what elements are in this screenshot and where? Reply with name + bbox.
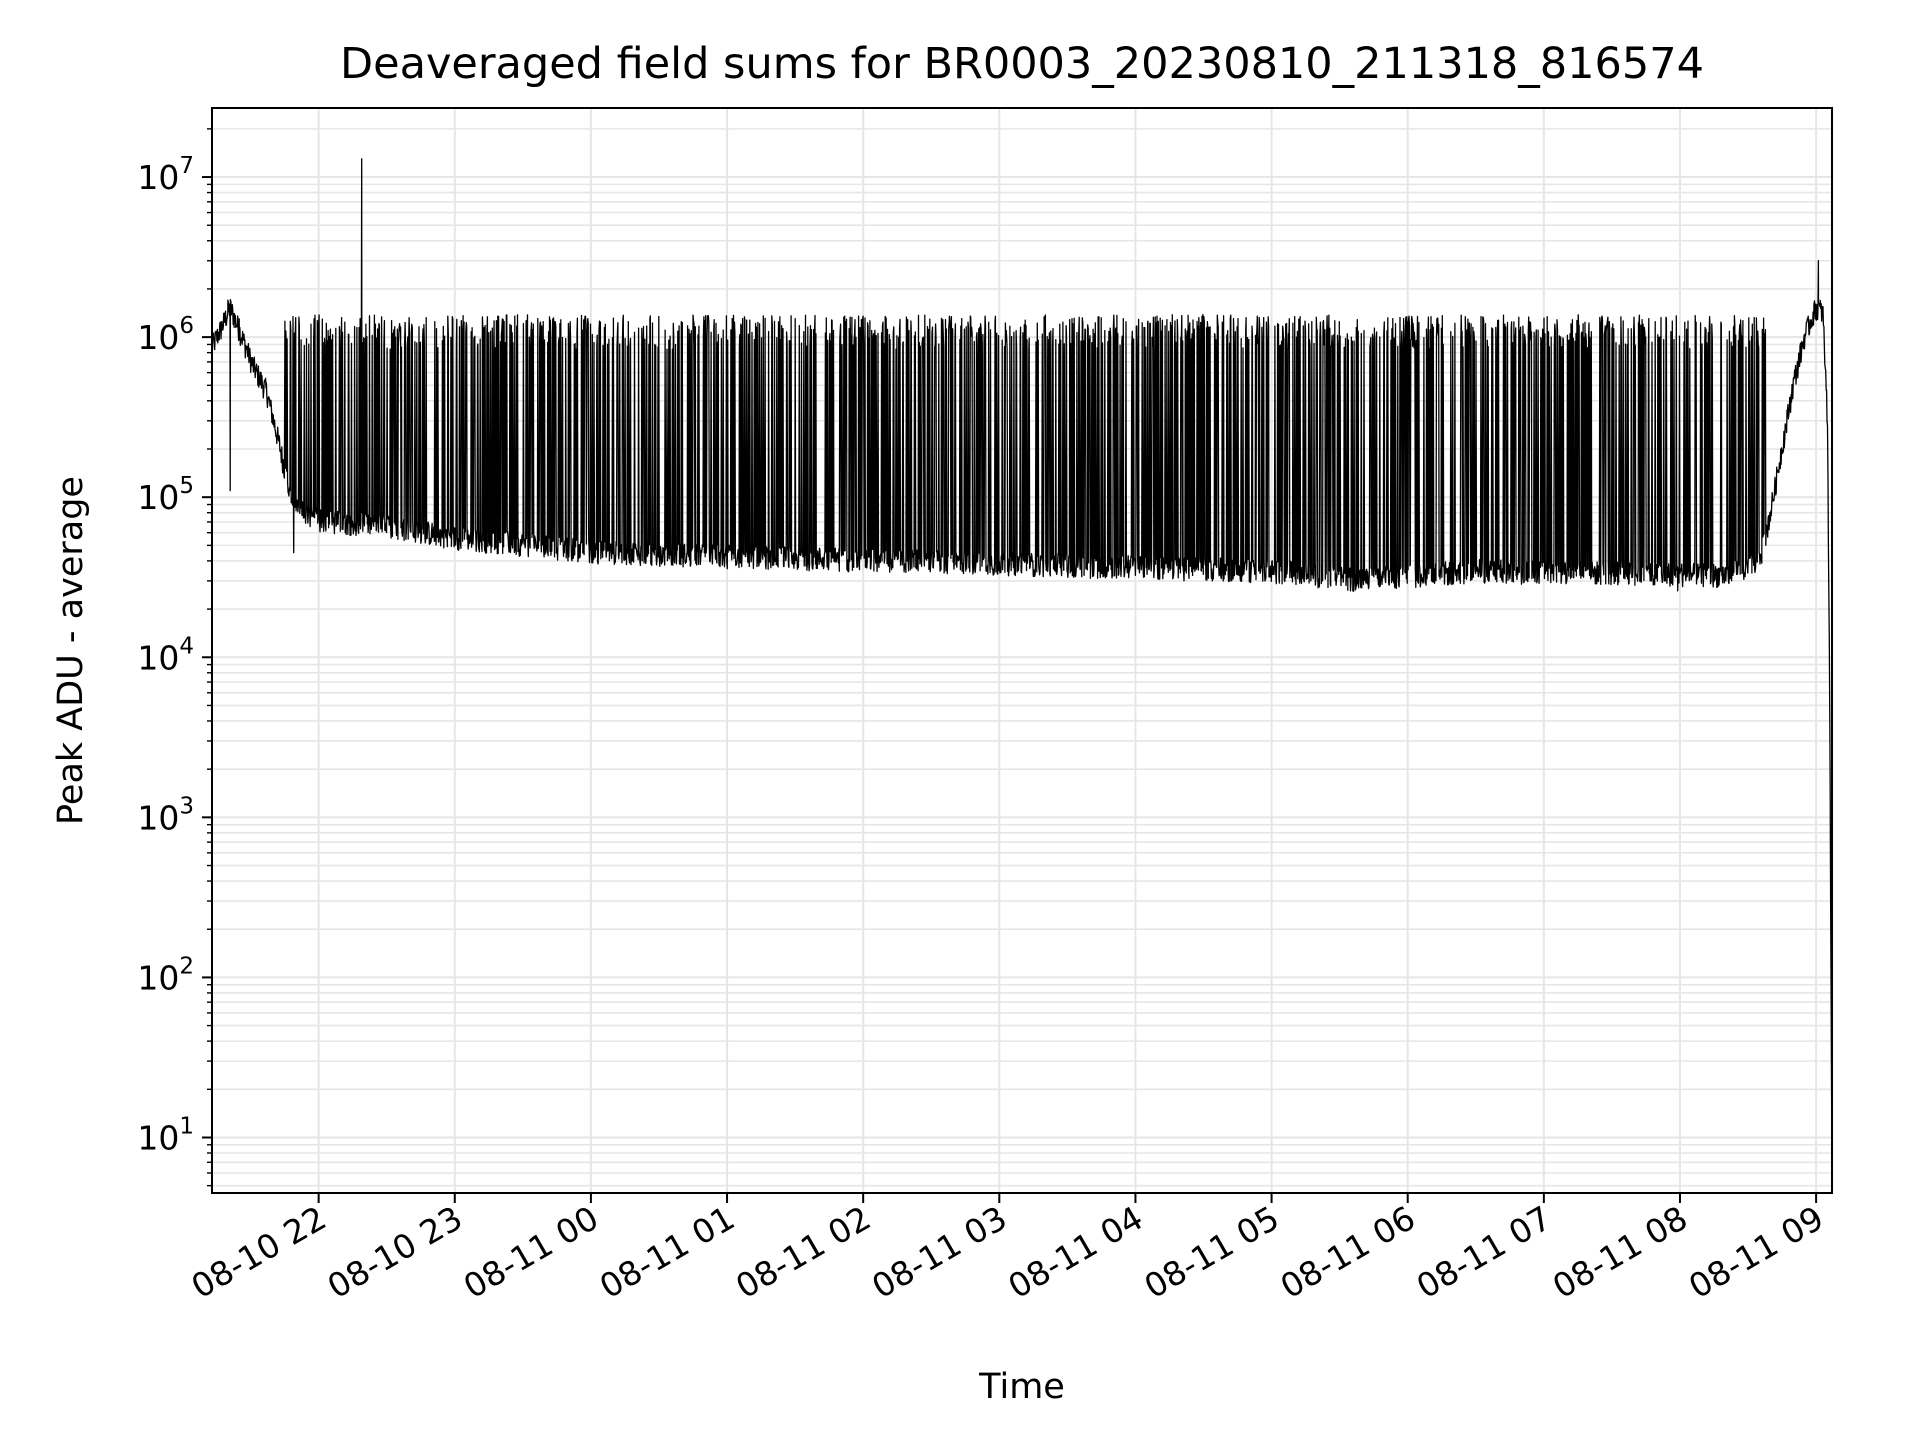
- series-layer: [211, 158, 1833, 1188]
- plot-frame: [211, 107, 1833, 1194]
- chart-title: Deaveraged field sums for BR0003_2023081…: [340, 39, 1704, 89]
- y-tick-label: 102: [137, 953, 194, 997]
- y-tick-label: 104: [137, 633, 194, 677]
- y-tick-label: 103: [137, 793, 194, 837]
- y-tick-label: 101: [137, 1113, 194, 1157]
- y-axis-label: Peak ADU - average: [51, 476, 91, 825]
- y-tick-label: 105: [137, 473, 194, 517]
- y-tick-label: 106: [137, 313, 194, 357]
- y-tick-label: 107: [137, 153, 194, 197]
- series-line: [211, 158, 1833, 1188]
- x-axis-label: Time: [978, 1367, 1065, 1407]
